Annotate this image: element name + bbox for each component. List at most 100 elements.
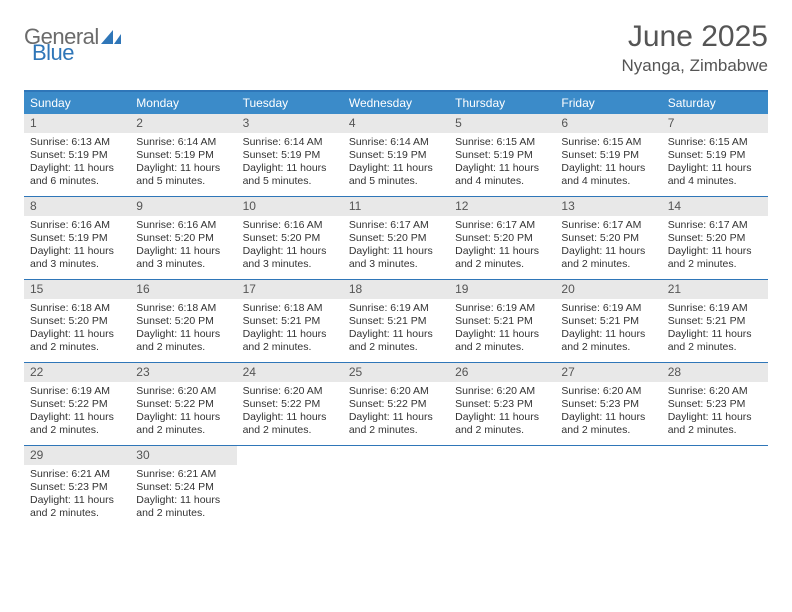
day-cell: 29Sunrise: 6:21 AMSunset: 5:23 PMDayligh…	[24, 446, 130, 528]
dow-monday: Monday	[130, 92, 236, 114]
day-body: Sunrise: 6:20 AMSunset: 5:22 PMDaylight:…	[130, 382, 236, 442]
day-body: Sunrise: 6:14 AMSunset: 5:19 PMDaylight:…	[343, 133, 449, 193]
sunrise-line: Sunrise: 6:15 AM	[455, 136, 549, 149]
sunset-line: Sunset: 5:20 PM	[30, 315, 124, 328]
daylight-line-2: and 2 minutes.	[455, 341, 549, 354]
day-body: Sunrise: 6:14 AMSunset: 5:19 PMDaylight:…	[237, 133, 343, 193]
day-number: 23	[130, 363, 236, 382]
day-body: Sunrise: 6:15 AMSunset: 5:19 PMDaylight:…	[449, 133, 555, 193]
day-cell: 20Sunrise: 6:19 AMSunset: 5:21 PMDayligh…	[555, 280, 661, 362]
day-body: Sunrise: 6:19 AMSunset: 5:21 PMDaylight:…	[343, 299, 449, 359]
sunrise-line: Sunrise: 6:14 AM	[136, 136, 230, 149]
day-body: Sunrise: 6:16 AMSunset: 5:20 PMDaylight:…	[237, 216, 343, 276]
week-row: 8Sunrise: 6:16 AMSunset: 5:19 PMDaylight…	[24, 196, 768, 279]
day-cell: 8Sunrise: 6:16 AMSunset: 5:19 PMDaylight…	[24, 197, 130, 279]
title-block: June 2025 Nyanga, Zimbabwe	[622, 20, 768, 76]
day-body: Sunrise: 6:17 AMSunset: 5:20 PMDaylight:…	[662, 216, 768, 276]
daylight-line-2: and 5 minutes.	[349, 175, 443, 188]
day-number: 17	[237, 280, 343, 299]
day-body: Sunrise: 6:21 AMSunset: 5:24 PMDaylight:…	[130, 465, 236, 525]
day-cell: 14Sunrise: 6:17 AMSunset: 5:20 PMDayligh…	[662, 197, 768, 279]
day-number: 7	[662, 114, 768, 133]
sunset-line: Sunset: 5:23 PM	[455, 398, 549, 411]
day-cell: 18Sunrise: 6:19 AMSunset: 5:21 PMDayligh…	[343, 280, 449, 362]
day-number: 9	[130, 197, 236, 216]
daylight-line-2: and 5 minutes.	[136, 175, 230, 188]
day-body: Sunrise: 6:17 AMSunset: 5:20 PMDaylight:…	[343, 216, 449, 276]
daylight-line-1: Daylight: 11 hours	[561, 328, 655, 341]
sunset-line: Sunset: 5:19 PM	[30, 149, 124, 162]
daylight-line-1: Daylight: 11 hours	[136, 411, 230, 424]
empty-cell	[343, 446, 449, 528]
day-number: 11	[343, 197, 449, 216]
daylight-line-2: and 2 minutes.	[30, 341, 124, 354]
day-body: Sunrise: 6:20 AMSunset: 5:23 PMDaylight:…	[555, 382, 661, 442]
day-cell: 23Sunrise: 6:20 AMSunset: 5:22 PMDayligh…	[130, 363, 236, 445]
sunrise-line: Sunrise: 6:20 AM	[349, 385, 443, 398]
day-number: 20	[555, 280, 661, 299]
day-cell: 19Sunrise: 6:19 AMSunset: 5:21 PMDayligh…	[449, 280, 555, 362]
sunset-line: Sunset: 5:20 PM	[455, 232, 549, 245]
dow-sunday: Sunday	[24, 92, 130, 114]
day-cell: 13Sunrise: 6:17 AMSunset: 5:20 PMDayligh…	[555, 197, 661, 279]
sunset-line: Sunset: 5:21 PM	[668, 315, 762, 328]
day-cell: 28Sunrise: 6:20 AMSunset: 5:23 PMDayligh…	[662, 363, 768, 445]
dow-saturday: Saturday	[662, 92, 768, 114]
day-cell: 27Sunrise: 6:20 AMSunset: 5:23 PMDayligh…	[555, 363, 661, 445]
sunset-line: Sunset: 5:23 PM	[561, 398, 655, 411]
day-number: 6	[555, 114, 661, 133]
daylight-line-1: Daylight: 11 hours	[561, 162, 655, 175]
daylight-line-1: Daylight: 11 hours	[561, 245, 655, 258]
day-body: Sunrise: 6:20 AMSunset: 5:22 PMDaylight:…	[343, 382, 449, 442]
day-body: Sunrise: 6:16 AMSunset: 5:19 PMDaylight:…	[24, 216, 130, 276]
daylight-line-2: and 2 minutes.	[136, 341, 230, 354]
sunrise-line: Sunrise: 6:17 AM	[561, 219, 655, 232]
sunrise-line: Sunrise: 6:19 AM	[561, 302, 655, 315]
day-cell: 10Sunrise: 6:16 AMSunset: 5:20 PMDayligh…	[237, 197, 343, 279]
daylight-line-2: and 2 minutes.	[349, 341, 443, 354]
sunset-line: Sunset: 5:20 PM	[349, 232, 443, 245]
daylight-line-1: Daylight: 11 hours	[30, 162, 124, 175]
day-body: Sunrise: 6:19 AMSunset: 5:21 PMDaylight:…	[449, 299, 555, 359]
daylight-line-1: Daylight: 11 hours	[243, 245, 337, 258]
day-cell: 24Sunrise: 6:20 AMSunset: 5:22 PMDayligh…	[237, 363, 343, 445]
empty-cell	[662, 446, 768, 528]
day-body: Sunrise: 6:21 AMSunset: 5:23 PMDaylight:…	[24, 465, 130, 525]
daylight-line-1: Daylight: 11 hours	[668, 162, 762, 175]
day-number: 10	[237, 197, 343, 216]
sunset-line: Sunset: 5:22 PM	[30, 398, 124, 411]
sunrise-line: Sunrise: 6:16 AM	[30, 219, 124, 232]
dow-friday: Friday	[555, 92, 661, 114]
day-cell: 6Sunrise: 6:15 AMSunset: 5:19 PMDaylight…	[555, 114, 661, 196]
sunrise-line: Sunrise: 6:19 AM	[349, 302, 443, 315]
day-number: 3	[237, 114, 343, 133]
daylight-line-2: and 3 minutes.	[136, 258, 230, 271]
day-number: 27	[555, 363, 661, 382]
day-cell: 17Sunrise: 6:18 AMSunset: 5:21 PMDayligh…	[237, 280, 343, 362]
sunrise-line: Sunrise: 6:16 AM	[243, 219, 337, 232]
daylight-line-2: and 3 minutes.	[243, 258, 337, 271]
brand-logo: General Blue	[24, 26, 121, 64]
daylight-line-2: and 2 minutes.	[668, 341, 762, 354]
daylight-line-1: Daylight: 11 hours	[30, 411, 124, 424]
daylight-line-1: Daylight: 11 hours	[243, 328, 337, 341]
daylight-line-1: Daylight: 11 hours	[455, 328, 549, 341]
daylight-line-1: Daylight: 11 hours	[136, 245, 230, 258]
day-number: 28	[662, 363, 768, 382]
dow-thursday: Thursday	[449, 92, 555, 114]
daylight-line-2: and 2 minutes.	[243, 424, 337, 437]
daylight-line-2: and 2 minutes.	[30, 507, 124, 520]
daylight-line-2: and 3 minutes.	[30, 258, 124, 271]
week-row: 29Sunrise: 6:21 AMSunset: 5:23 PMDayligh…	[24, 445, 768, 528]
sunset-line: Sunset: 5:19 PM	[668, 149, 762, 162]
day-number: 30	[130, 446, 236, 465]
daylight-line-1: Daylight: 11 hours	[455, 245, 549, 258]
day-number: 4	[343, 114, 449, 133]
empty-cell	[555, 446, 661, 528]
dow-wednesday: Wednesday	[343, 92, 449, 114]
day-cell: 15Sunrise: 6:18 AMSunset: 5:20 PMDayligh…	[24, 280, 130, 362]
week-row: 22Sunrise: 6:19 AMSunset: 5:22 PMDayligh…	[24, 362, 768, 445]
daylight-line-2: and 2 minutes.	[455, 424, 549, 437]
sunset-line: Sunset: 5:19 PM	[455, 149, 549, 162]
sunset-line: Sunset: 5:22 PM	[349, 398, 443, 411]
